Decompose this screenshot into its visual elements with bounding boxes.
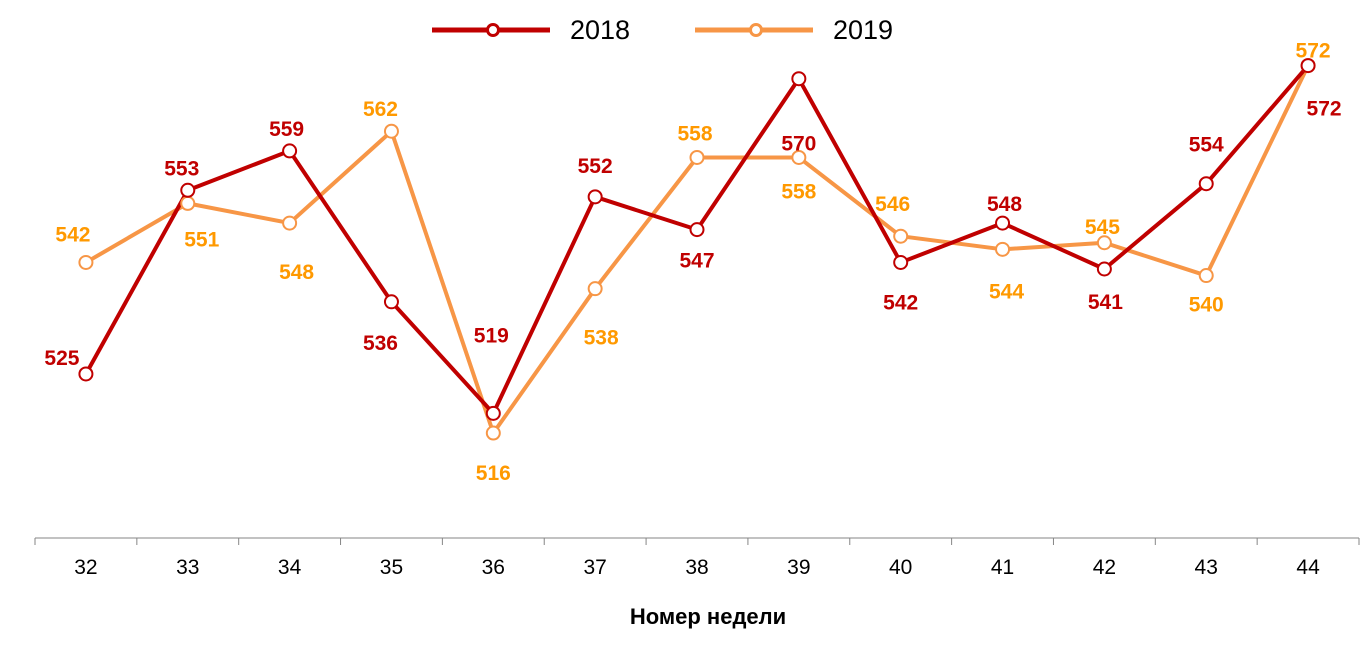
data-point-2018: [791, 71, 807, 87]
data-label-2019: 545: [1085, 216, 1120, 239]
data-point-2018: [282, 143, 298, 159]
data-point-2018: [78, 366, 94, 382]
data-label-2019: 572: [1296, 40, 1331, 63]
x-tick-label: 41: [991, 556, 1014, 579]
data-point-2018: [995, 215, 1011, 231]
data-point-2018: [893, 254, 909, 270]
x-tick-label: 34: [278, 556, 302, 579]
x-tick-label: 32: [74, 556, 97, 579]
x-tick-label: 43: [1195, 556, 1218, 579]
x-tick-label: 33: [176, 556, 199, 579]
x-tick-label: 38: [685, 556, 708, 579]
x-tick-label: 40: [889, 556, 912, 579]
legend-item-2019: 2019: [695, 15, 893, 45]
data-label-2019: 551: [184, 228, 219, 251]
data-point-2019: [282, 215, 298, 231]
data-label-2018: 559: [269, 118, 304, 141]
data-labels: 542 551 548 562 516 538 558 558 546 544 545 540 572 5…: [44, 40, 1341, 485]
data-point-2018: [689, 222, 705, 238]
data-label-2019: 516: [476, 462, 511, 485]
data-point-2018: [180, 182, 196, 198]
data-label-2019: 538: [584, 327, 619, 350]
data-label-2019: 558: [781, 180, 816, 203]
data-point-2019: [791, 149, 807, 165]
data-label-2018: 572: [1307, 98, 1342, 121]
data-point-2018: [1300, 58, 1316, 74]
data-point-2019: [587, 281, 603, 297]
data-point-2018: [1096, 261, 1112, 277]
data-label-2018: 548: [987, 193, 1022, 216]
data-label-2018: 542: [883, 291, 918, 314]
legend-label: 2019: [833, 15, 893, 45]
data-point-2018: [485, 405, 501, 421]
data-label-2019: 546: [875, 193, 910, 216]
data-point-2019: [1198, 268, 1214, 284]
x-tick-label: 39: [787, 556, 810, 579]
data-label-2018: 519: [474, 324, 509, 347]
x-tick-label: 44: [1296, 556, 1320, 579]
data-label-2018: 553: [164, 157, 199, 180]
data-label-2018: 554: [1189, 134, 1224, 157]
x-axis: 32 33 34 35 36 37 38 39 40 41 42 43 44: [34, 537, 1360, 579]
legend-item-2018: 2018: [432, 15, 630, 45]
data-label-2019: 548: [279, 261, 314, 284]
data-point-2018: [587, 189, 603, 205]
data-label-2018: 536: [363, 332, 398, 355]
x-tick-label: 42: [1093, 556, 1116, 579]
data-label-2019: 558: [677, 122, 712, 145]
legend-label: 2018: [570, 15, 630, 45]
legend: 2018 2019: [432, 15, 893, 45]
data-point-2018: [1198, 176, 1214, 192]
x-axis-title: Номер недели: [630, 604, 786, 629]
data-label-2018: 570: [781, 133, 816, 156]
data-point-2019: [78, 254, 94, 270]
legend-marker: [749, 23, 763, 37]
data-point-2019: [995, 241, 1011, 257]
data-point-2019: [893, 228, 909, 244]
legend-marker: [486, 23, 500, 37]
series-layer: [78, 58, 1316, 441]
x-tick-label: 37: [583, 556, 606, 579]
data-point-2018: [383, 294, 399, 310]
data-point-2019: [180, 195, 196, 211]
data-label-2019: 540: [1189, 294, 1224, 317]
data-label-2019: 562: [363, 98, 398, 121]
data-label-2018: 541: [1088, 291, 1123, 314]
data-label-2019: 542: [55, 223, 90, 246]
data-label-2019: 544: [989, 280, 1024, 303]
data-point-2019: [1096, 235, 1112, 251]
data-label-2018: 552: [578, 155, 613, 178]
data-point-2019: [383, 123, 399, 139]
data-point-2019: [485, 425, 501, 441]
x-tick-label: 35: [380, 556, 403, 579]
data-label-2018: 525: [44, 347, 79, 370]
data-point-2019: [689, 149, 705, 165]
data-label-2018: 547: [679, 250, 714, 273]
x-tick-label: 36: [482, 556, 505, 579]
